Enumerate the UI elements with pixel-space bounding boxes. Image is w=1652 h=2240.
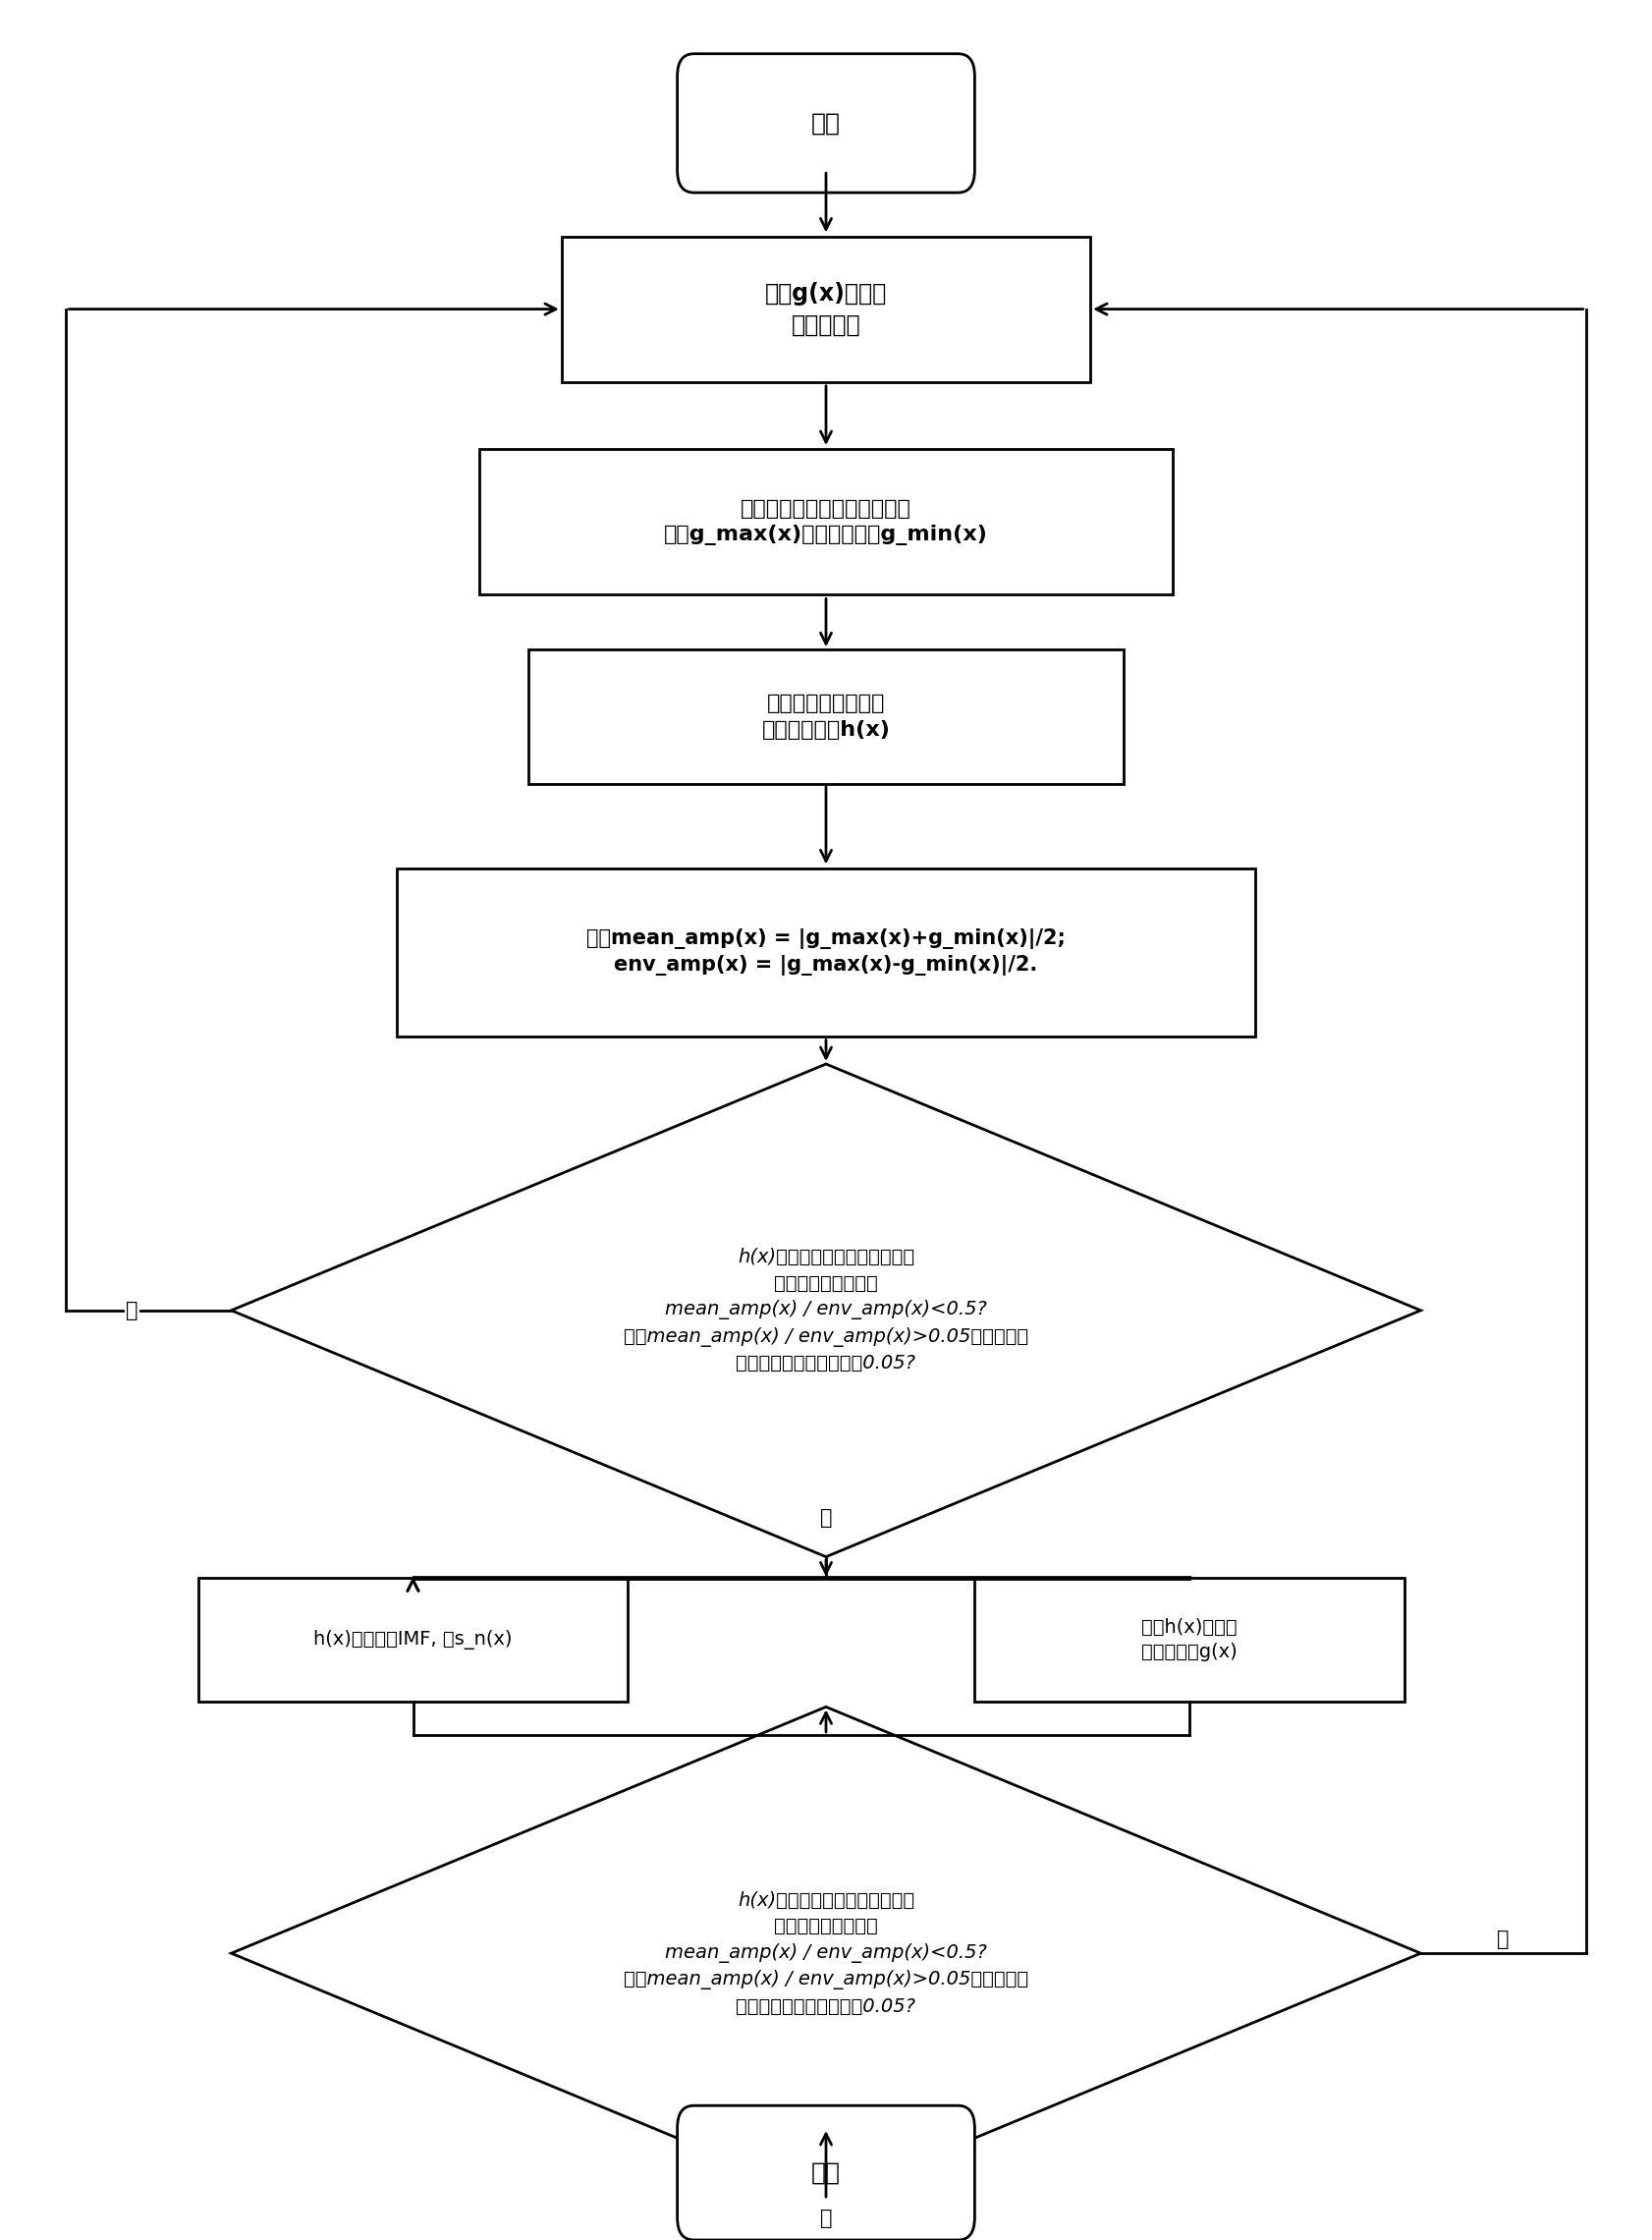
Bar [198,1577,628,1702]
FancyBboxPatch shape [677,2106,975,2240]
Text: 否: 否 [126,1301,139,1319]
FancyBboxPatch shape [677,54,975,193]
Bar [562,235,1090,381]
Text: 是: 是 [1497,1929,1510,1949]
Polygon shape [231,1707,1421,2200]
Text: 开始: 开始 [811,112,841,134]
Text: h(x)的过零点与极值点是否相等
或者至多相差一个？
mean_amp(x) / env_amp(x)<0.5?
满足mean_amp(x) / env_amp: h(x)的过零点与极值点是否相等 或者至多相差一个？ mean_amp(x) /… [623,1891,1029,2016]
Text: h(x)记为一个IMF, 即s_n(x): h(x)记为一个IMF, 即s_n(x) [314,1631,512,1649]
Text: 用原信号减去上下包
络的均值得到h(x): 用原信号减去上下包 络的均值得到h(x) [762,694,890,739]
Text: 是: 是 [819,1508,833,1528]
Bar [396,867,1256,1035]
Text: 结束: 结束 [811,2162,841,2184]
Polygon shape [231,1064,1421,1557]
Bar [975,1577,1404,1702]
Text: h(x)的过零点与极值点是否相等
或者至多相差一个？
mean_amp(x) / env_amp(x)<0.5?
满足mean_amp(x) / env_amp: h(x)的过零点与极值点是否相等 或者至多相差一个？ mean_amp(x) /… [623,1248,1029,1373]
Bar [529,650,1123,784]
Text: 否: 否 [819,2209,833,2229]
Bar [479,448,1173,594]
Text: 移除h(x)后的剩
余分量记为g(x): 移除h(x)后的剩 余分量记为g(x) [1142,1617,1237,1662]
Text: 用三次样条插值分别求极大值
包络g_max(x)与极小值包络g_min(x): 用三次样条插值分别求极大值 包络g_max(x)与极小值包络g_min(x) [664,500,988,544]
Text: 计算mean_amp(x) = |g_max(x)+g_min(x)|/2;
env_amp(x) = |g_max(x)-g_min(x)|/2.: 计算mean_amp(x) = |g_max(x)+g_min(x)|/2; e… [586,927,1066,977]
Text: 寻找g(x)的极大
值与极小值: 寻找g(x)的极大 值与极小值 [765,282,887,336]
